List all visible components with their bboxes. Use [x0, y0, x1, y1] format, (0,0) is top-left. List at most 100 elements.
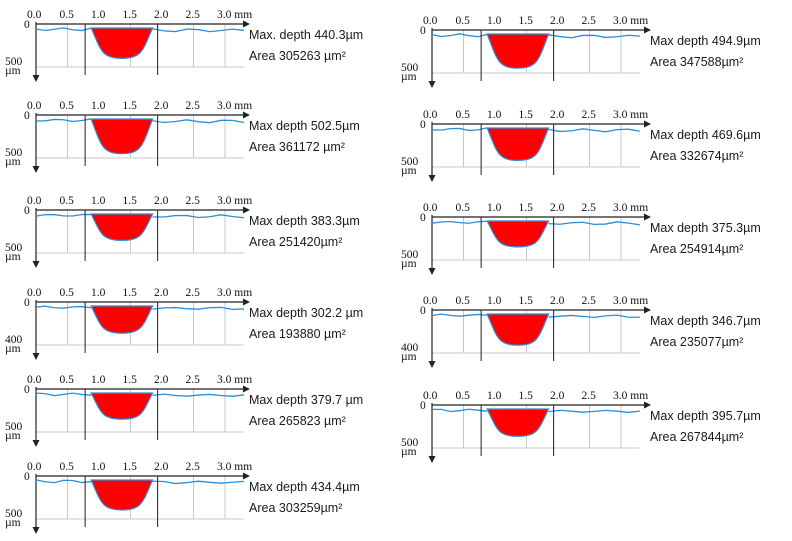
area-label: Area 347588µm²: [650, 55, 743, 69]
area-label: Area 361172 µm²: [249, 140, 345, 154]
max-depth-label: Max depth 379.7 µm: [249, 393, 363, 407]
x-tick-label: 1.5: [519, 202, 534, 214]
x-tick-label: 0.5: [456, 295, 471, 307]
x-tick-label: 1.0: [91, 461, 106, 473]
x-tick-label: 0.5: [60, 9, 75, 21]
surface-profile-right: [152, 480, 244, 485]
y-tick-label-bottom: 500: [401, 62, 419, 74]
x-tick-label: 1.5: [519, 109, 534, 121]
x-tick-label: 2.5: [582, 15, 597, 27]
x-tick-label: 1.0: [487, 295, 502, 307]
max-depth-label: Max depth 434.4µm: [249, 480, 360, 494]
x-tick-label: 2.5: [186, 461, 201, 473]
x-tick-label: 2.0: [154, 374, 169, 386]
x-tick-label: 2.5: [186, 287, 201, 299]
x-axis-arrow: [243, 472, 250, 480]
x-tick-label: 2.0: [550, 109, 565, 121]
y-tick-label-top: 0: [24, 471, 30, 483]
surface-profile-left: [35, 305, 92, 309]
y-axis-arrow: [428, 81, 436, 88]
crater-fill: [486, 127, 550, 162]
x-tick-label: 3.0 mm: [217, 374, 252, 386]
y-unit-label: µm: [401, 71, 417, 83]
x-tick-label: 0.5: [456, 109, 471, 121]
x-tick-label: 1.5: [123, 100, 138, 112]
area-label: Area 305263 µm²: [249, 49, 346, 63]
x-tick-label: 1.0: [91, 195, 106, 207]
x-tick-label: 1.0: [91, 287, 106, 299]
area-label: Area 332674µm²: [650, 149, 743, 163]
y-tick-label-bottom: 400: [5, 334, 23, 346]
max-depth-label: Max depth 469.6µm: [650, 128, 761, 142]
area-label: Area 235077µm²: [650, 335, 743, 349]
y-axis-arrow: [32, 440, 40, 447]
y-tick-label-top: 0: [420, 119, 426, 131]
y-tick-label-top: 0: [24, 19, 30, 31]
x-tick-label: 0.0: [27, 195, 42, 207]
x-tick-label: 1.5: [123, 374, 138, 386]
crater-fill: [90, 213, 154, 242]
x-tick-label: 2.5: [186, 100, 201, 112]
y-unit-label: µm: [401, 165, 417, 177]
y-tick-label-bottom: 500: [5, 421, 23, 433]
x-tick-label: 0.0: [27, 374, 42, 386]
max-depth-label: Max depth 502.5µm: [249, 119, 360, 133]
area-label: Area 267844µm²: [650, 430, 743, 444]
x-tick-label: 1.0: [487, 390, 502, 402]
y-unit-label: µm: [5, 517, 21, 529]
y-axis-arrow: [428, 175, 436, 182]
y-tick-label-top: 0: [420, 212, 426, 224]
x-tick-label: 2.5: [582, 202, 597, 214]
x-tick-label: 2.5: [186, 195, 201, 207]
x-axis-arrow: [644, 26, 651, 34]
x-tick-label: 1.5: [519, 295, 534, 307]
x-tick-label: 0.5: [60, 100, 75, 112]
x-tick-label: 0.0: [423, 202, 438, 214]
y-unit-label: µm: [5, 343, 21, 355]
x-tick-label: 2.5: [186, 374, 201, 386]
max-depth-label: Max depth 383.3µm: [249, 214, 360, 228]
surface-profile-right: [548, 221, 640, 226]
surface-profile-left: [35, 479, 92, 484]
x-tick-label: 2.5: [582, 295, 597, 307]
x-tick-label: 2.0: [154, 461, 169, 473]
surface-profile-right: [152, 28, 244, 33]
y-tick-label-bottom: 500: [5, 242, 23, 254]
x-tick-label: 3.0 mm: [217, 195, 252, 207]
y-axis-arrow: [32, 527, 40, 534]
x-tick-label: 2.5: [582, 390, 597, 402]
x-tick-label: 3.0 mm: [217, 100, 252, 112]
y-tick-label-top: 0: [420, 305, 426, 317]
x-axis-arrow: [243, 111, 250, 119]
x-tick-label: 3.0 mm: [217, 9, 252, 21]
max-depth-label: Max. depth 440.3µm: [249, 28, 363, 42]
x-tick-label: 2.0: [550, 295, 565, 307]
x-axis-arrow: [644, 213, 651, 221]
y-tick-label-bottom: 500: [5, 147, 23, 159]
surface-profile-left: [431, 220, 488, 224]
surface-profile-left: [35, 213, 92, 217]
x-tick-label: 0.5: [60, 461, 75, 473]
x-tick-label: 2.0: [154, 100, 169, 112]
x-tick-label: 2.0: [154, 9, 169, 21]
x-tick-label: 0.5: [60, 374, 75, 386]
y-unit-label: µm: [401, 258, 417, 270]
surface-profile-right: [152, 119, 245, 124]
y-tick-label-top: 0: [24, 297, 30, 309]
x-tick-label: 0.0: [27, 9, 42, 21]
crater-fill: [486, 220, 550, 248]
x-axis-arrow: [644, 401, 651, 409]
y-unit-label: µm: [5, 430, 21, 442]
x-tick-label: 3.0 mm: [613, 295, 648, 307]
x-tick-label: 1.5: [123, 9, 138, 21]
x-tick-label: 3.0 mm: [613, 202, 648, 214]
x-tick-label: 1.0: [91, 100, 106, 112]
x-tick-label: 1.0: [91, 9, 106, 21]
area-label: Area 193880 µm²: [249, 327, 346, 341]
